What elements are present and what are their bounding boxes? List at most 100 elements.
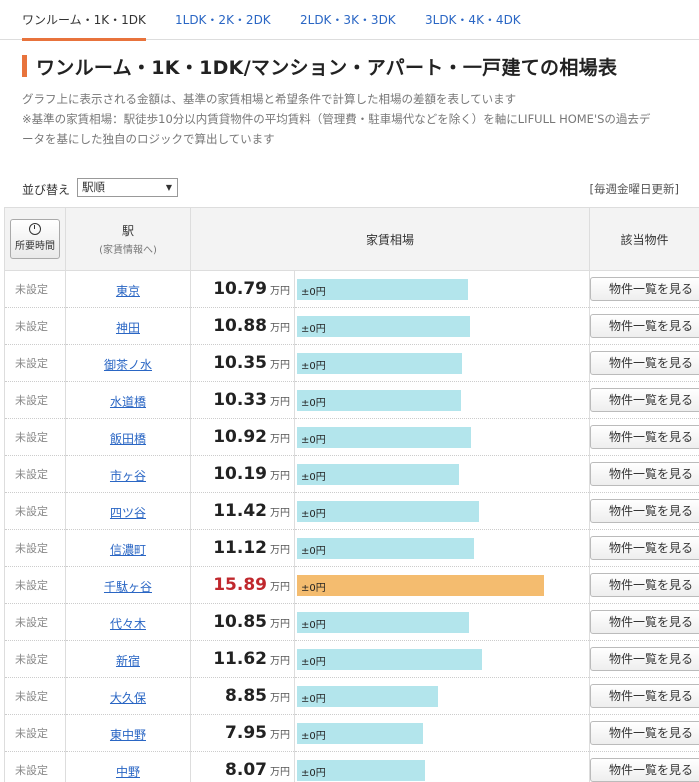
rent-price: 10.79 bbox=[213, 279, 267, 299]
view-properties-button[interactable]: 物件一覧を見る bbox=[590, 462, 699, 486]
price-unit: 万円 bbox=[270, 434, 290, 445]
rent-bar bbox=[297, 611, 469, 633]
view-properties-button[interactable]: 物件一覧を見る bbox=[590, 536, 699, 560]
layout-tabs: ワンルーム・1K・1DK 1LDK・2K・2DK 2LDK・3K・3DK 3LD… bbox=[0, 0, 699, 41]
station-link[interactable]: 大久保 bbox=[109, 690, 146, 705]
view-properties-button[interactable]: 物件一覧を見る bbox=[590, 425, 699, 449]
price-unit: 万円 bbox=[270, 397, 290, 408]
station-link[interactable]: 東中野 bbox=[109, 727, 146, 742]
rent-diff: ±0円 bbox=[301, 656, 326, 668]
view-properties-button[interactable]: 物件一覧を見る bbox=[590, 314, 699, 338]
table-row: 未設定 神田 10.88 万円 ±0円 物件一覧を見る bbox=[4, 307, 699, 345]
travel-time: 未設定 bbox=[4, 418, 66, 456]
properties-cell: 物件一覧を見る bbox=[589, 307, 699, 345]
travel-time: 未設定 bbox=[4, 566, 66, 604]
rent-bar bbox=[297, 315, 470, 337]
rent-diff: ±0円 bbox=[301, 434, 326, 446]
view-properties-button[interactable]: 物件一覧を見る bbox=[590, 610, 699, 634]
rent-bar bbox=[297, 278, 468, 300]
time-sort-button[interactable]: 所要時間 bbox=[10, 219, 60, 259]
view-properties-button[interactable]: 物件一覧を見る bbox=[590, 647, 699, 671]
station-link[interactable]: 飯田橋 bbox=[109, 431, 146, 446]
price-unit: 万円 bbox=[270, 471, 290, 482]
table-row: 未設定 信濃町 11.12 万円 ±0円 物件一覧を見る bbox=[4, 529, 699, 567]
rent-bar bbox=[297, 426, 471, 448]
rent-price: 8.85 bbox=[225, 686, 267, 706]
bar-cell: ±0円 bbox=[293, 714, 591, 752]
tab-1ldk[interactable]: 1LDK・2K・2DK bbox=[175, 13, 271, 27]
station-link[interactable]: 千駄ヶ谷 bbox=[103, 579, 152, 594]
price-unit: 万円 bbox=[270, 360, 290, 371]
price-cell: 10.19 万円 bbox=[190, 455, 295, 493]
properties-cell: 物件一覧を見る bbox=[589, 418, 699, 456]
price-cell: 8.07 万円 bbox=[190, 751, 295, 782]
station-link[interactable]: 市ヶ谷 bbox=[109, 468, 146, 483]
view-properties-button[interactable]: 物件一覧を見る bbox=[590, 351, 699, 375]
bar-cell: ±0円 bbox=[293, 381, 591, 419]
tab-3ldk[interactable]: 3LDK・4K・4DK bbox=[425, 13, 521, 27]
rent-bar bbox=[297, 352, 462, 374]
price-unit: 万円 bbox=[270, 508, 290, 519]
properties-cell: 物件一覧を見る bbox=[589, 381, 699, 419]
station-link[interactable]: 代々木 bbox=[109, 616, 146, 631]
tab-one-room[interactable]: ワンルーム・1K・1DK bbox=[22, 0, 146, 41]
travel-time: 未設定 bbox=[4, 640, 66, 678]
rent-bar bbox=[297, 463, 459, 485]
price-cell: 7.95 万円 bbox=[190, 714, 295, 752]
view-properties-button[interactable]: 物件一覧を見る bbox=[590, 277, 699, 301]
price-unit: 万円 bbox=[270, 767, 290, 778]
rent-diff: ±0円 bbox=[301, 508, 326, 520]
price-cell: 11.42 万円 bbox=[190, 492, 295, 530]
view-properties-button[interactable]: 物件一覧を見る bbox=[590, 573, 699, 597]
table-row: 未設定 千駄ヶ谷 15.89 万円 ±0円 物件一覧を見る bbox=[4, 566, 699, 604]
table-body: 未設定 東京 10.79 万円 ±0円 物件一覧を見る 未設定 神田 10.88 万円 ±0円 物件一… bbox=[4, 270, 699, 782]
properties-cell: 物件一覧を見る bbox=[589, 492, 699, 530]
price-cell: 15.89 万円 bbox=[190, 566, 295, 604]
station-link[interactable]: 水道橋 bbox=[109, 394, 146, 409]
station-cell: 神田 bbox=[65, 307, 191, 345]
rent-price: 11.12 bbox=[213, 538, 267, 558]
price-unit: 万円 bbox=[270, 582, 290, 593]
table-row: 未設定 水道橋 10.33 万円 ±0円 物件一覧を見る bbox=[4, 381, 699, 419]
title-accent-bar bbox=[22, 55, 27, 77]
sort-select[interactable]: 駅順 ▼ bbox=[77, 178, 178, 197]
station-header-label: 駅 bbox=[121, 224, 134, 238]
station-link[interactable]: 神田 bbox=[115, 320, 140, 335]
rent-diff: ±0円 bbox=[301, 693, 326, 705]
travel-time: 未設定 bbox=[4, 455, 66, 493]
description-line-3: ータを基にした独自のロジックで算出しています bbox=[22, 132, 275, 146]
station-link[interactable]: 四ツ谷 bbox=[109, 505, 146, 520]
rent-price: 10.33 bbox=[213, 390, 267, 410]
properties-cell: 物件一覧を見る bbox=[589, 603, 699, 641]
rent-price: 11.62 bbox=[213, 649, 267, 669]
bar-track: ±0円 bbox=[297, 278, 589, 300]
station-link[interactable]: 新宿 bbox=[115, 653, 140, 668]
bar-track: ±0円 bbox=[297, 759, 589, 781]
rent-diff: ±0円 bbox=[301, 397, 326, 409]
station-link[interactable]: 中野 bbox=[115, 764, 140, 779]
table-row: 未設定 東中野 7.95 万円 ±0円 物件一覧を見る bbox=[4, 714, 699, 752]
tab-2ldk[interactable]: 2LDK・3K・3DK bbox=[300, 13, 396, 27]
travel-time: 未設定 bbox=[4, 603, 66, 641]
view-properties-button[interactable]: 物件一覧を見る bbox=[590, 499, 699, 523]
bar-cell: ±0円 bbox=[293, 455, 591, 493]
rent-bar bbox=[297, 685, 438, 707]
station-link[interactable]: 東京 bbox=[115, 283, 140, 298]
table-row: 未設定 御茶ノ水 10.35 万円 ±0円 物件一覧を見る bbox=[4, 344, 699, 382]
description-line-1: グラフ上に表示される金額は、基準の家賃相場と希望条件で計算した相場の差額を表して… bbox=[22, 92, 517, 106]
station-cell: 水道橋 bbox=[65, 381, 191, 419]
view-properties-button[interactable]: 物件一覧を見る bbox=[590, 758, 699, 782]
sort-label: 並び替え bbox=[22, 183, 71, 197]
bar-track: ±0円 bbox=[297, 611, 589, 633]
bar-cell: ±0円 bbox=[293, 751, 591, 782]
station-link[interactable]: 信濃町 bbox=[109, 542, 146, 557]
page-title: ワンルーム・1K・1DK/マンション・アパート・一戸建ての相場表 bbox=[36, 57, 618, 79]
clock-icon bbox=[29, 223, 41, 235]
view-properties-button[interactable]: 物件一覧を見る bbox=[590, 388, 699, 412]
view-properties-button[interactable]: 物件一覧を見る bbox=[590, 721, 699, 745]
price-cell: 10.35 万円 bbox=[190, 344, 295, 382]
station-link[interactable]: 御茶ノ水 bbox=[103, 357, 152, 372]
bar-cell: ±0円 bbox=[293, 270, 591, 308]
view-properties-button[interactable]: 物件一覧を見る bbox=[590, 684, 699, 708]
station-header: 駅 (家賃情報へ) bbox=[65, 207, 191, 271]
